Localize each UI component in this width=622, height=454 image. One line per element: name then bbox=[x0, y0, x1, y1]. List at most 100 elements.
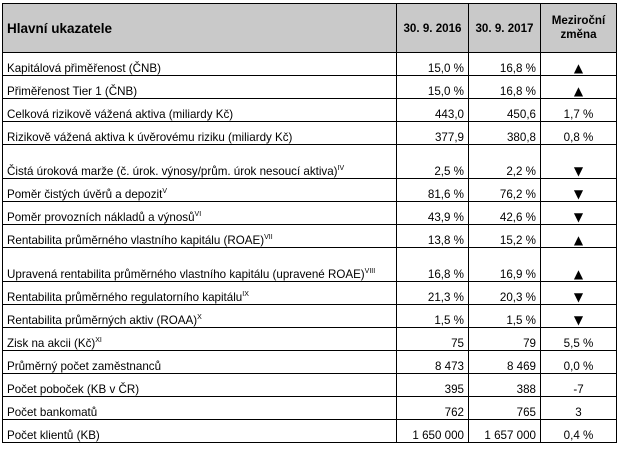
row-label: Zisk na akcii (Kč)XI bbox=[2, 327, 397, 351]
footnote-marker: VIII bbox=[364, 268, 376, 275]
down-triangle-icon: ▼ bbox=[573, 210, 584, 224]
header-col-change: Meziroční změna bbox=[540, 3, 617, 53]
change-cell: ▲ bbox=[540, 224, 617, 248]
table-row: Rentabilita průměrného vlastního kapitál… bbox=[2, 224, 617, 248]
row-label-text: Zisk na akcii (Kč) bbox=[7, 337, 96, 350]
value-2017: 16,8 % bbox=[468, 52, 541, 76]
value-2017: 16,9 % bbox=[468, 247, 541, 282]
row-label-text: Upravená rentabilita průměrného vlastníh… bbox=[7, 268, 365, 281]
row-label: Přiměřenost Tier 1 (ČNB) bbox=[2, 75, 397, 99]
value-2016: 21,3 % bbox=[396, 281, 469, 305]
change-value: 0,4 % bbox=[540, 419, 617, 443]
value-2016: 395 bbox=[396, 373, 469, 397]
up-triangle-icon: ▲ bbox=[573, 61, 584, 75]
change-value: 3 bbox=[540, 396, 617, 420]
row-label-text: Rizikově vážená aktiva k úvěrovému rizik… bbox=[7, 131, 293, 144]
value-2016: 443,0 bbox=[396, 98, 469, 122]
table-row: Čistá úroková marže (č. úrok. výnosy/prů… bbox=[2, 144, 617, 179]
footnote-marker: IX bbox=[242, 291, 249, 298]
row-label-text: Rentabilita průměrného regulatorního kap… bbox=[7, 291, 243, 304]
row-label: Čistá úroková marže (č. úrok. výnosy/prů… bbox=[2, 144, 397, 179]
value-2016: 81,6 % bbox=[396, 178, 469, 202]
value-2016: 8 473 bbox=[396, 350, 469, 374]
change-value: 0,8 % bbox=[540, 121, 617, 145]
down-triangle-icon: ▼ bbox=[573, 187, 584, 201]
change-value: 1,7 % bbox=[540, 98, 617, 122]
header-col-2016: 30. 9. 2016 bbox=[396, 3, 469, 53]
value-2016: 2,5 % bbox=[396, 144, 469, 179]
row-label: Rizikově vážená aktiva k úvěrovému rizik… bbox=[2, 121, 397, 145]
change-cell: ▼ bbox=[540, 144, 617, 179]
row-label-text: Průměrný počet zaměstnanců bbox=[7, 360, 162, 373]
change-value: 0,0 % bbox=[540, 350, 617, 374]
row-label: Počet klientů (KB) bbox=[2, 419, 397, 443]
footnote-marker: VII bbox=[264, 234, 273, 241]
table-row: Kapitálová přiměřenost (ČNB) 15,0 % 16,8… bbox=[2, 52, 617, 76]
change-value: -7 bbox=[540, 373, 617, 397]
table-row: Počet poboček (KB v ČR) 395 388 -7 bbox=[2, 373, 617, 397]
value-2017: 16,8 % bbox=[468, 75, 541, 99]
footnote-marker: VI bbox=[194, 211, 202, 218]
change-cell: ▼ bbox=[540, 304, 617, 328]
table-row: Upravená rentabilita průměrného vlastníh… bbox=[2, 247, 617, 282]
row-label-text: Přiměřenost Tier 1 (ČNB) bbox=[7, 85, 138, 98]
row-label: Rentabilita průměrného regulatorního kap… bbox=[2, 281, 397, 305]
footnote-marker: X bbox=[197, 314, 202, 321]
table-row: Poměr čistých úvěrů a depozitV 81,6 % 76… bbox=[2, 178, 617, 202]
value-2016: 43,9 % bbox=[396, 201, 469, 225]
row-label-text: Počet poboček (KB v ČR) bbox=[7, 383, 140, 396]
row-label: Rentabilita průměrných aktiv (ROAA)X bbox=[2, 304, 397, 328]
row-label-text: Čistá úroková marže (č. úrok. výnosy/prů… bbox=[7, 165, 338, 178]
row-label: Poměr čistých úvěrů a depozitV bbox=[2, 178, 397, 202]
row-label: Průměrný počet zaměstnanců bbox=[2, 350, 397, 374]
value-2016: 762 bbox=[396, 396, 469, 420]
row-label-text: Poměr čistých úvěrů a depozit bbox=[7, 188, 163, 201]
table-row: Poměr provozních nákladů a výnosůVI 43,9… bbox=[2, 201, 617, 225]
table-row: Počet bankomatů 762 765 3 bbox=[2, 396, 617, 420]
value-2017: 79 bbox=[468, 327, 541, 351]
value-2016: 377,9 bbox=[396, 121, 469, 145]
value-2017: 1,5 % bbox=[468, 304, 541, 328]
value-2017: 388 bbox=[468, 373, 541, 397]
value-2017: 20,3 % bbox=[468, 281, 541, 305]
row-label-text: Celková rizikově vážená aktiva (miliardy… bbox=[7, 108, 234, 121]
up-triangle-icon: ▲ bbox=[573, 233, 584, 247]
value-2017: 450,6 bbox=[468, 98, 541, 122]
row-label-text: Rentabilita průměrného vlastního kapitál… bbox=[7, 234, 265, 247]
down-triangle-icon: ▼ bbox=[573, 164, 584, 178]
row-label: Kapitálová přiměřenost (ČNB) bbox=[2, 52, 397, 76]
value-2016: 1 650 000 bbox=[396, 419, 469, 443]
key-indicators-table: Hlavní ukazatele 30. 9. 2016 30. 9. 2017… bbox=[2, 3, 617, 443]
change-cell: ▲ bbox=[540, 75, 617, 99]
table-row: Rentabilita průměrných aktiv (ROAA)X 1,5… bbox=[2, 304, 617, 328]
value-2017: 76,2 % bbox=[468, 178, 541, 202]
row-label: Počet poboček (KB v ČR) bbox=[2, 373, 397, 397]
row-label: Upravená rentabilita průměrného vlastníh… bbox=[2, 247, 397, 282]
value-2016: 15,0 % bbox=[396, 52, 469, 76]
row-label: Rentabilita průměrného vlastního kapitál… bbox=[2, 224, 397, 248]
row-label: Poměr provozních nákladů a výnosůVI bbox=[2, 201, 397, 225]
key-indicators-table-container: Hlavní ukazatele 30. 9. 2016 30. 9. 2017… bbox=[2, 3, 617, 443]
header-title: Hlavní ukazatele bbox=[2, 3, 397, 53]
table-row: Přiměřenost Tier 1 (ČNB) 15,0 % 16,8 % ▲ bbox=[2, 75, 617, 99]
value-2016: 16,8 % bbox=[396, 247, 469, 282]
value-2017: 1 657 000 bbox=[468, 419, 541, 443]
up-triangle-icon: ▲ bbox=[573, 84, 584, 98]
row-label-text: Počet klientů (KB) bbox=[7, 429, 100, 442]
value-2016: 13,8 % bbox=[396, 224, 469, 248]
row-label-text: Počet bankomatů bbox=[7, 406, 98, 419]
footnote-marker: IV bbox=[337, 165, 345, 172]
table-row: Rizikově vážená aktiva k úvěrovému rizik… bbox=[2, 121, 617, 145]
footnote-marker: V bbox=[162, 188, 167, 195]
row-label-text: Poměr provozních nákladů a výnosů bbox=[7, 211, 195, 224]
value-2016: 75 bbox=[396, 327, 469, 351]
down-triangle-icon: ▼ bbox=[573, 290, 584, 304]
value-2017: 2,2 % bbox=[468, 144, 541, 179]
value-2017: 8 469 bbox=[468, 350, 541, 374]
change-cell: ▼ bbox=[540, 281, 617, 305]
change-cell: ▲ bbox=[540, 52, 617, 76]
value-2016: 15,0 % bbox=[396, 75, 469, 99]
value-2017: 15,2 % bbox=[468, 224, 541, 248]
row-label-text: Rentabilita průměrných aktiv (ROAA) bbox=[7, 314, 198, 327]
change-cell: ▲ bbox=[540, 247, 617, 282]
